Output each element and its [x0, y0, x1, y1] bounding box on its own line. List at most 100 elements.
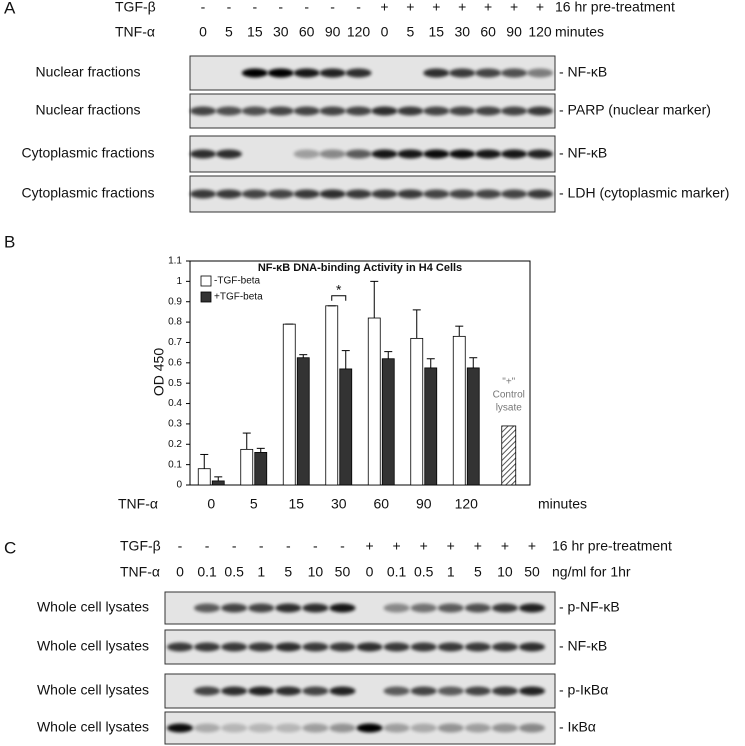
treatment-value: 1 [257, 564, 265, 580]
bar [339, 368, 353, 486]
treatment-value: 5 [284, 564, 292, 580]
y-tick-label: 0.5 [168, 378, 182, 389]
band [371, 106, 398, 116]
treatment-value: 30 [454, 24, 470, 40]
band [345, 149, 372, 159]
treatment-value: 15 [247, 24, 263, 40]
sample-label: Whole cell lysates [37, 719, 149, 735]
pretreatment-sign: + [380, 0, 388, 15]
significance-bracket [331, 295, 347, 301]
pretreatment-sign: + [447, 538, 455, 554]
band [275, 686, 302, 696]
band [410, 686, 437, 696]
treatment-value: 0 [176, 564, 184, 580]
x-axis-unit: minutes [538, 496, 587, 512]
sample-label: Nuclear fractions [35, 64, 140, 80]
band [464, 686, 491, 696]
band [371, 189, 398, 199]
band [248, 686, 275, 696]
bar [410, 337, 424, 486]
x-tick-label: 120 [455, 496, 479, 512]
band [519, 686, 545, 696]
band [267, 68, 294, 78]
band [410, 723, 437, 733]
band [527, 149, 553, 159]
band [527, 68, 553, 78]
band [383, 723, 410, 733]
pretreatment-sign: + [420, 538, 428, 554]
band [241, 189, 268, 199]
band [221, 642, 248, 652]
band [423, 149, 450, 159]
pretreatment-note: 16 hr pre-treatment [555, 0, 675, 15]
band [397, 189, 424, 199]
target-label: - IκBα [559, 719, 596, 735]
band [383, 686, 410, 696]
band [248, 642, 275, 652]
pretreatment-sign: - [340, 538, 345, 554]
band [410, 642, 437, 652]
x-tick-label: 5 [250, 496, 258, 512]
band [345, 106, 372, 116]
band [329, 686, 356, 696]
band [248, 603, 275, 613]
band [248, 723, 275, 733]
bar [325, 305, 339, 486]
y-tick-label: 0.3 [168, 419, 182, 430]
treatment-value: 5 [406, 24, 414, 40]
treatment-value: 0.5 [224, 564, 244, 580]
band [190, 106, 216, 116]
band [491, 686, 518, 696]
pretreatment-sign: - [330, 0, 335, 15]
y-tick-label: 0.4 [168, 398, 182, 409]
pretreatment-sign: + [528, 538, 536, 554]
y-tick-label: 0.9 [168, 296, 182, 307]
pretreatment-sign: - [304, 0, 309, 15]
treatment-value: 1 [447, 564, 455, 580]
band [397, 106, 424, 116]
band [437, 723, 464, 733]
band [302, 642, 329, 652]
pretreatment-sign: + [406, 0, 414, 15]
pretreatment-sign: - [205, 538, 210, 554]
treatment-value: 120 [528, 24, 552, 40]
band [241, 68, 268, 78]
x-tick-label: 15 [288, 496, 304, 512]
pretreatment-sign: - [259, 538, 264, 554]
band [383, 642, 410, 652]
band [449, 189, 476, 199]
band [215, 189, 242, 199]
band [491, 642, 518, 652]
control-bar [501, 425, 517, 486]
sample-label: Cytoplasmic fractions [21, 145, 154, 161]
treatment-value: 0.1 [197, 564, 217, 580]
treatment-value: 10 [308, 564, 324, 580]
treatment-value: 0 [366, 564, 374, 580]
pretreatment-sign: - [178, 538, 183, 554]
pretreatment-sign: + [365, 538, 373, 554]
band [383, 603, 410, 613]
band [241, 106, 268, 116]
band [475, 149, 502, 159]
band [527, 189, 553, 199]
bar [254, 452, 268, 486]
treatment-unit: ng/ml for 1hr [552, 564, 631, 580]
y-tick-label: 0.1 [168, 459, 182, 470]
band [190, 149, 216, 159]
target-label: - p-NF-κB [559, 599, 620, 615]
bar [197, 468, 211, 486]
band [319, 189, 346, 199]
band [464, 723, 491, 733]
treatment-value: 60 [299, 24, 315, 40]
band [167, 723, 193, 733]
pretreatment-sign: + [474, 538, 482, 554]
treatment-unit: minutes [555, 24, 604, 40]
pretreatment-sign: + [393, 538, 401, 554]
treatment-value: 120 [347, 24, 371, 40]
band [464, 603, 491, 613]
treatment-value: 30 [273, 24, 289, 40]
band [302, 723, 329, 733]
pretreatment-label: TGF-β [120, 538, 161, 554]
band [221, 723, 248, 733]
band [293, 106, 320, 116]
